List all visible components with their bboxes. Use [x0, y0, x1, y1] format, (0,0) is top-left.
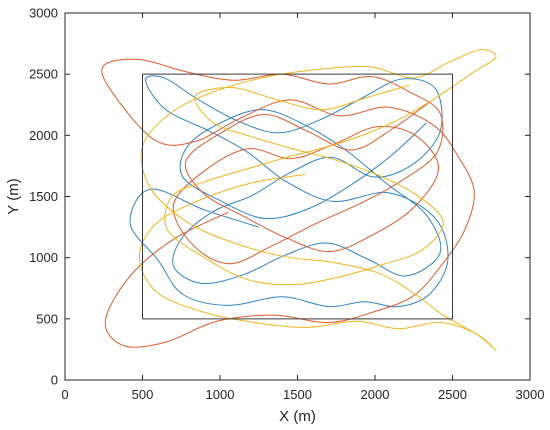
x-tick-label: 500 — [132, 387, 154, 402]
y-axis-label: Y (m) — [5, 178, 22, 214]
boundary-square — [142, 73, 453, 320]
y-tick-label: 1500 — [29, 189, 58, 204]
x-tick-label: 0 — [61, 387, 68, 402]
trajectory-line-2 — [101, 58, 475, 348]
y-tick-label: 0 — [51, 373, 58, 388]
x-tick-label: 1500 — [283, 387, 312, 402]
y-tick-label: 3000 — [29, 6, 58, 21]
series-layer — [101, 49, 497, 352]
x-tick-label: 1000 — [206, 387, 235, 402]
trajectory-line-3 — [138, 49, 497, 352]
x-tick-label: 3000 — [516, 387, 545, 402]
y-tick-label: 1000 — [29, 250, 58, 265]
y-tick-label: 500 — [36, 311, 58, 326]
x-axis-label: X (m) — [279, 408, 316, 425]
tick-layer: 0 500 1000 1500 2000 2500 3000 0 500 1000 1500 2000… — [29, 6, 544, 403]
y-tick-label: 2500 — [29, 67, 58, 82]
trajectory-line-1 — [129, 75, 449, 308]
x-tick-label: 2500 — [438, 387, 467, 402]
x-tick-label: 2000 — [361, 387, 390, 402]
y-tick-label: 2000 — [29, 128, 58, 143]
boundary-layer — [142, 73, 453, 320]
